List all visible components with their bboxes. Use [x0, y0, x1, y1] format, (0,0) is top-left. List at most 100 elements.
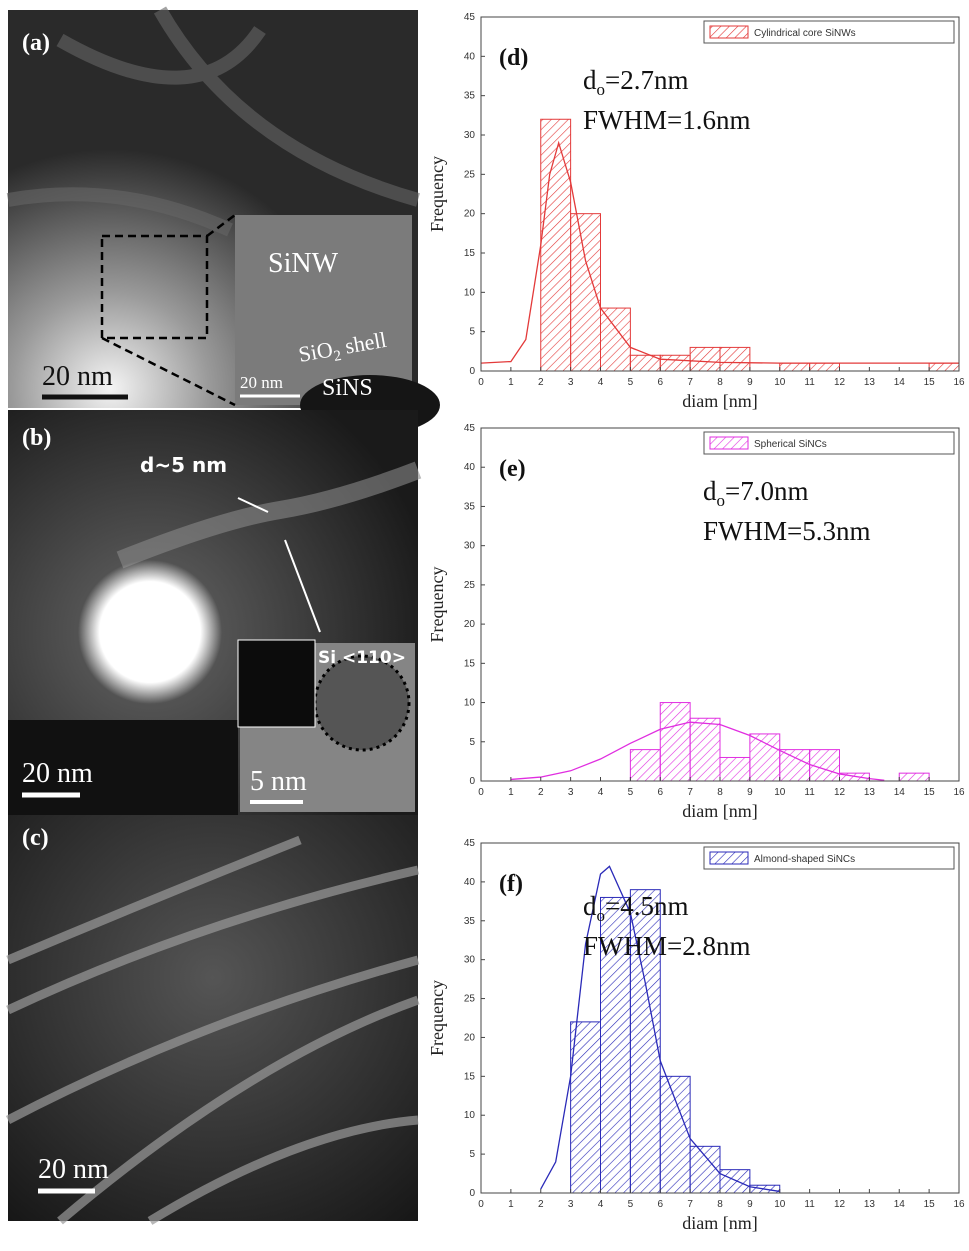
scale-label: 20 nm — [22, 758, 93, 789]
label: SiNS — [322, 375, 373, 401]
annotation-symbol: d — [583, 65, 597, 95]
annotation-subscript: o — [597, 80, 606, 99]
annotation-subscript: o — [597, 906, 606, 925]
legend-swatch — [710, 852, 748, 864]
x-tick-label: 11 — [804, 787, 815, 798]
x-tick-label: 12 — [834, 377, 846, 388]
y-axis-label: Frequency — [427, 567, 447, 643]
x-tick-label: 1 — [508, 377, 514, 388]
scale-label: 20 nm — [240, 373, 283, 392]
legend-swatch — [710, 437, 748, 449]
x-tick-label: 6 — [657, 377, 663, 388]
x-tick-label: 1 — [508, 1199, 514, 1210]
bar — [690, 347, 720, 371]
x-tick-label: 0 — [478, 377, 484, 388]
y-tick-label: 25 — [464, 580, 476, 591]
x-tick-label: 16 — [953, 787, 965, 798]
x-tick-label: 9 — [747, 787, 753, 798]
bar — [750, 734, 780, 781]
x-tick-label: 6 — [657, 1199, 663, 1210]
x-tick-label: 0 — [478, 1199, 484, 1210]
x-tick-label: 9 — [747, 377, 753, 388]
legend-label: Almond-shaped SiNCs — [754, 854, 855, 865]
x-tick-label: 11 — [804, 1199, 815, 1210]
x-tick-label: 16 — [953, 1199, 965, 1210]
x-tick-label: 12 — [834, 1199, 846, 1210]
bar — [690, 718, 720, 781]
x-tick-label: 12 — [834, 787, 846, 798]
y-tick-label: 0 — [469, 1188, 475, 1199]
y-tick-label: 30 — [464, 955, 476, 966]
y-tick-label: 35 — [464, 91, 476, 102]
y-tick-label: 15 — [464, 248, 476, 259]
annotation: FWHM=1.6nm — [583, 105, 750, 135]
sphere — [78, 560, 222, 704]
panel-label: (e) — [499, 456, 526, 482]
y-tick-label: 40 — [464, 462, 476, 473]
panel-label: (c) — [22, 825, 49, 851]
bar — [601, 308, 631, 371]
bar — [780, 363, 810, 371]
fft-image — [238, 640, 315, 727]
annotation: FWHM=2.8nm — [583, 931, 750, 961]
x-tick-label: 10 — [774, 787, 786, 798]
annotation-value: =2.7nm — [605, 65, 688, 95]
x-tick-label: 4 — [598, 787, 604, 798]
x-tick-label: 13 — [864, 1199, 876, 1210]
x-axis-label: diam [nm] — [682, 1213, 757, 1233]
x-tick-label: 13 — [864, 377, 876, 388]
label: SiNW — [268, 248, 339, 279]
annotation-symbol: d — [703, 476, 717, 506]
y-tick-label: 5 — [469, 1149, 475, 1160]
x-tick-label: 15 — [924, 377, 936, 388]
x-tick-label: 14 — [894, 377, 906, 388]
x-tick-label: 14 — [894, 787, 906, 798]
x-tick-label: 5 — [628, 787, 634, 798]
y-tick-label: 45 — [464, 838, 476, 849]
annotation-value: =7.0nm — [725, 476, 808, 506]
x-tick-label: 9 — [747, 1199, 753, 1210]
x-tick-label: 3 — [568, 377, 574, 388]
panel-label: (a) — [22, 30, 50, 56]
bar — [780, 750, 810, 781]
bar — [571, 1022, 601, 1193]
x-tick-label: 5 — [628, 377, 634, 388]
x-tick-label: 2 — [538, 1199, 544, 1210]
x-tick-label: 4 — [598, 1199, 604, 1210]
legend: Almond-shaped SiNCs — [704, 847, 954, 869]
bar — [899, 773, 929, 781]
y-tick-label: 15 — [464, 658, 476, 669]
bar — [660, 703, 690, 781]
x-tick-label: 5 — [628, 1199, 634, 1210]
x-tick-label: 8 — [717, 377, 723, 388]
x-tick-label: 8 — [717, 787, 723, 798]
x-tick-label: 15 — [924, 787, 936, 798]
annotation: do=4.5nm — [583, 891, 688, 925]
bar — [720, 347, 750, 371]
y-axis-label: Frequency — [427, 980, 447, 1056]
x-tick-label: 3 — [568, 1199, 574, 1210]
x-tick-label: 7 — [687, 787, 693, 798]
y-tick-label: 35 — [464, 916, 476, 927]
legend: Spherical SiNCs — [704, 432, 954, 454]
y-tick-label: 25 — [464, 994, 476, 1005]
bar — [720, 1170, 750, 1193]
x-axis-label: diam [nm] — [682, 391, 757, 411]
legend: Cylindrical core SiNWs — [704, 21, 954, 43]
y-tick-label: 15 — [464, 1071, 476, 1082]
x-tick-label: 3 — [568, 787, 574, 798]
y-tick-label: 40 — [464, 877, 476, 888]
y-axis-label: Frequency — [427, 156, 447, 232]
scale-label: 5 nm — [250, 766, 307, 797]
legend-label: Cylindrical core SiNWs — [754, 28, 856, 39]
x-tick-label: 10 — [774, 1199, 786, 1210]
x-tick-label: 0 — [478, 787, 484, 798]
bar — [690, 1146, 720, 1193]
x-tick-label: 7 — [687, 1199, 693, 1210]
figure: (a) SiNW SiO2 shell 20 nm SiNS 20 nm (b)… — [0, 0, 969, 1251]
x-tick-label: 14 — [894, 1199, 906, 1210]
y-tick-label: 0 — [469, 366, 475, 377]
bar — [660, 1076, 690, 1193]
y-tick-label: 0 — [469, 776, 475, 787]
y-tick-label: 20 — [464, 1032, 476, 1043]
